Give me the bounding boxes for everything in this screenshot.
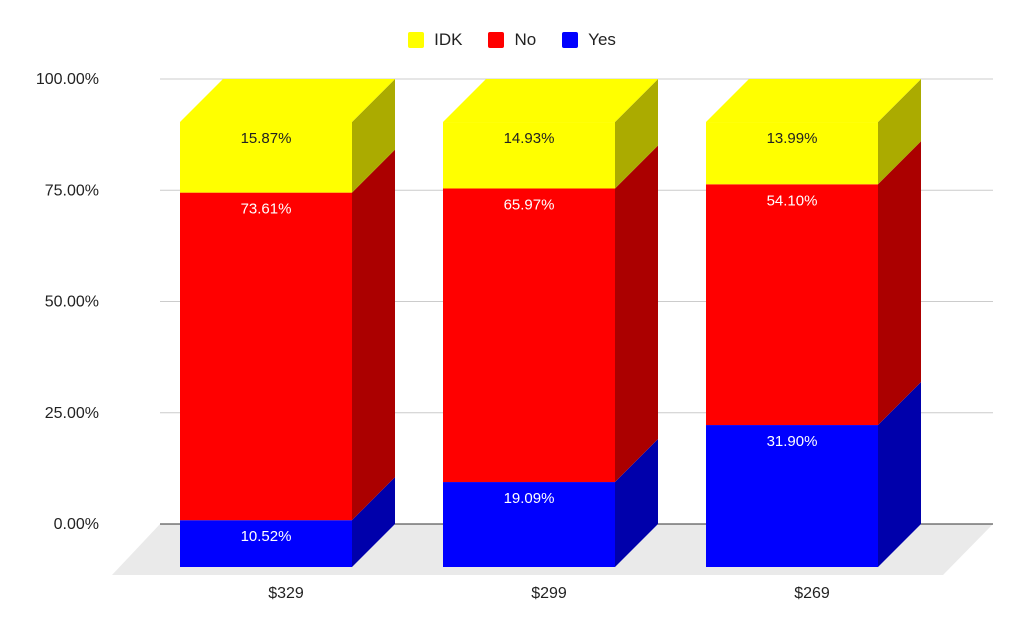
- data-label-idk-0: 15.87%: [241, 130, 292, 147]
- y-tick-label: 50.00%: [45, 294, 99, 311]
- bar-side-no-0: [352, 149, 395, 521]
- bar-segment-idk-2: [706, 122, 878, 185]
- data-label-idk-1: 14.93%: [504, 130, 555, 147]
- bar-side-yes-0: [352, 477, 395, 567]
- legend-item-yes[interactable]: Yes: [562, 30, 616, 50]
- bar-side-yes-2: [878, 382, 921, 567]
- bar-top-0: [180, 79, 395, 122]
- legend-swatch-idk: [408, 32, 425, 48]
- bar-top-2: [706, 79, 921, 123]
- bar-segment-idk-1: [443, 122, 615, 189]
- data-label-no-1: 65.97%: [504, 196, 555, 213]
- bar-segment-no-2: [706, 184, 878, 426]
- legend-item-idk[interactable]: IDK: [408, 30, 462, 50]
- bar-side-no-2: [878, 141, 921, 426]
- bar-side-idk-1: [615, 79, 658, 189]
- x-tick-label-2: $269: [794, 585, 830, 602]
- legend-swatch-no: [488, 32, 505, 48]
- bar-segment-yes-1: [443, 482, 615, 567]
- bar-side-yes-1: [615, 439, 658, 567]
- bar-side-no-1: [615, 145, 658, 483]
- bar-side-idk-0: [352, 79, 395, 193]
- data-label-yes-1: 19.09%: [504, 490, 555, 507]
- y-tick-label: 0.00%: [54, 516, 99, 533]
- legend: IDK No Yes: [0, 27, 1024, 53]
- bar-segment-no-1: [443, 188, 615, 483]
- bar-side-idk-2: [878, 79, 921, 185]
- bar-segment-yes-2: [706, 425, 878, 567]
- bar-segment-idk-0: [180, 122, 352, 193]
- legend-item-no[interactable]: No: [488, 30, 536, 50]
- data-label-yes-2: 31.90%: [767, 433, 818, 450]
- bar-top-1: [443, 79, 658, 123]
- legend-label-yes: Yes: [588, 30, 616, 49]
- x-tick-label-1: $299: [531, 585, 567, 602]
- bar-segment-yes-0: [180, 520, 352, 567]
- data-label-no-0: 73.61%: [241, 201, 292, 218]
- data-label-yes-0: 10.52%: [241, 528, 292, 545]
- bar-segment-no-0: [180, 192, 352, 521]
- legend-label-no: No: [514, 30, 537, 49]
- y-tick-label: 100.00%: [36, 71, 99, 88]
- legend-label-idk: IDK: [434, 30, 463, 49]
- data-label-idk-2: 13.99%: [767, 130, 818, 147]
- data-label-no-2: 54.10%: [767, 192, 818, 209]
- x-tick-label-0: $329: [268, 585, 304, 602]
- legend-swatch-yes: [562, 32, 579, 48]
- y-tick-label: 25.00%: [45, 405, 99, 422]
- y-tick-label: 75.00%: [45, 182, 99, 199]
